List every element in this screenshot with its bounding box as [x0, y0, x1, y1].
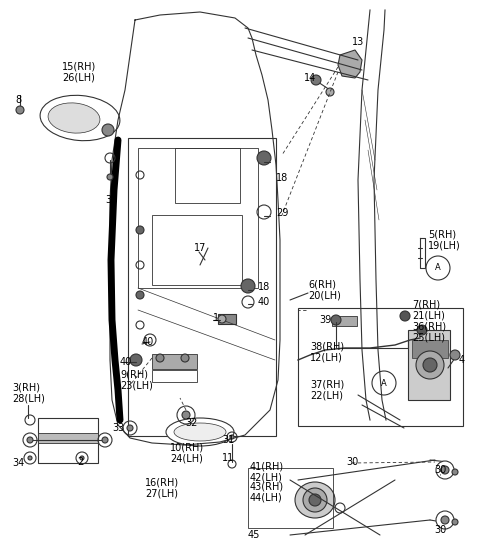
Text: 33: 33 [112, 423, 124, 433]
Circle shape [130, 354, 142, 366]
Ellipse shape [295, 482, 335, 518]
Circle shape [417, 325, 427, 335]
Text: 4: 4 [459, 355, 465, 365]
Text: 35: 35 [106, 195, 118, 205]
Circle shape [441, 466, 449, 474]
Bar [412, 340, 448, 358]
Circle shape [311, 75, 321, 85]
Text: 18: 18 [258, 282, 270, 292]
Circle shape [182, 411, 190, 419]
Circle shape [230, 435, 234, 439]
Circle shape [127, 425, 133, 431]
Circle shape [257, 151, 271, 165]
Ellipse shape [48, 103, 100, 133]
Circle shape [436, 511, 454, 529]
Text: 10(RH)
24(LH): 10(RH) 24(LH) [170, 442, 204, 464]
Text: 29: 29 [276, 208, 288, 218]
Circle shape [107, 174, 113, 180]
Circle shape [218, 315, 226, 323]
Circle shape [372, 371, 396, 395]
Circle shape [436, 461, 454, 479]
Bar [38, 418, 98, 463]
Text: 40: 40 [120, 357, 132, 367]
Text: 30: 30 [434, 525, 446, 535]
Text: 9(RH)
23(LH): 9(RH) 23(LH) [120, 369, 153, 391]
Ellipse shape [40, 95, 120, 141]
Bar [218, 314, 236, 324]
Circle shape [181, 354, 189, 362]
Circle shape [450, 350, 460, 360]
Circle shape [309, 494, 321, 506]
Ellipse shape [174, 423, 226, 441]
Bar [408, 330, 450, 400]
Circle shape [452, 519, 458, 525]
Text: 6(RH)
20(LH): 6(RH) 20(LH) [308, 279, 341, 301]
Circle shape [441, 516, 449, 524]
Text: 45: 45 [248, 530, 260, 540]
Text: 16(RH)
27(LH): 16(RH) 27(LH) [145, 477, 179, 499]
Ellipse shape [166, 418, 234, 446]
Circle shape [331, 315, 341, 325]
Text: 18: 18 [276, 173, 288, 183]
Text: 17: 17 [194, 243, 206, 253]
Circle shape [27, 437, 33, 443]
Circle shape [102, 124, 114, 136]
Circle shape [452, 469, 458, 475]
Circle shape [28, 456, 32, 460]
Bar [332, 316, 357, 326]
Text: 40: 40 [142, 337, 154, 347]
Text: 36(RH)
25(LH): 36(RH) 25(LH) [412, 321, 446, 343]
Bar [152, 215, 242, 285]
Circle shape [423, 358, 437, 372]
Bar [152, 354, 197, 369]
Text: 8: 8 [15, 95, 21, 105]
Circle shape [102, 437, 108, 443]
Circle shape [416, 351, 444, 379]
Text: 30: 30 [346, 457, 358, 467]
Text: 14: 14 [304, 73, 316, 83]
Text: A: A [435, 263, 441, 272]
Text: 7(RH)
21(LH): 7(RH) 21(LH) [412, 299, 445, 321]
Text: A: A [381, 379, 387, 388]
Circle shape [326, 88, 334, 96]
Text: 11: 11 [222, 453, 234, 463]
Circle shape [426, 256, 450, 280]
Text: 5(RH)
19(LH): 5(RH) 19(LH) [428, 229, 461, 251]
Polygon shape [338, 50, 362, 78]
Text: 3(RH)
28(LH): 3(RH) 28(LH) [12, 382, 45, 404]
Bar [248, 468, 333, 528]
Text: 31: 31 [222, 435, 234, 445]
Circle shape [136, 226, 144, 234]
Text: 34: 34 [12, 458, 24, 468]
Text: 40: 40 [258, 297, 270, 307]
Circle shape [16, 106, 24, 114]
Text: 41(RH)
42(LH): 41(RH) 42(LH) [250, 461, 284, 483]
Bar [138, 148, 258, 288]
Circle shape [303, 488, 327, 512]
Text: 37(RH)
22(LH): 37(RH) 22(LH) [310, 379, 344, 401]
Circle shape [241, 279, 255, 293]
Text: 38(RH)
12(LH): 38(RH) 12(LH) [310, 341, 344, 363]
Bar [38, 433, 98, 443]
Text: 30: 30 [434, 465, 446, 475]
Text: 13: 13 [352, 37, 364, 47]
Text: 1: 1 [213, 313, 219, 323]
Circle shape [400, 311, 410, 321]
Circle shape [156, 354, 164, 362]
Text: 43(RH)
44(LH): 43(RH) 44(LH) [250, 481, 284, 503]
Bar [298, 308, 463, 426]
Circle shape [80, 456, 84, 460]
Text: 32: 32 [186, 418, 198, 428]
Bar [175, 148, 240, 203]
Bar [128, 138, 276, 436]
Text: 39: 39 [319, 315, 331, 325]
Bar [152, 370, 197, 382]
Text: 2: 2 [77, 457, 83, 467]
Text: 15(RH)
26(LH): 15(RH) 26(LH) [62, 61, 96, 83]
Circle shape [136, 291, 144, 299]
